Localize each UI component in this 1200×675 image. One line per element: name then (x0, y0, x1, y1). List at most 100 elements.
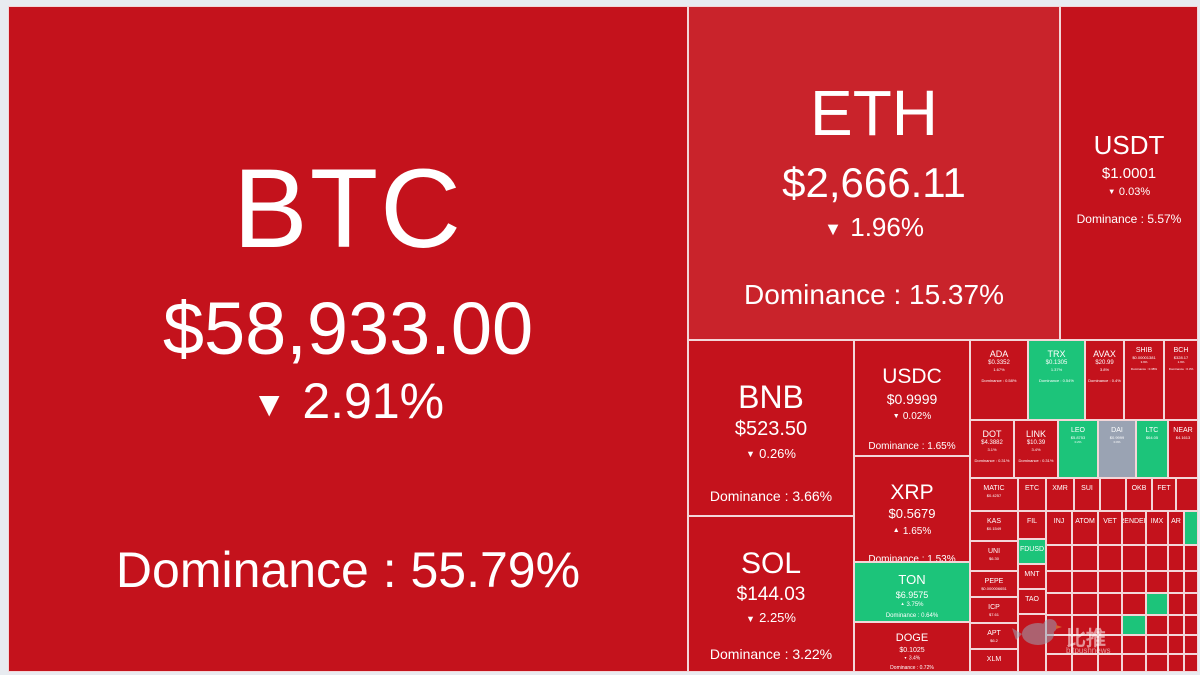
tile-micro[interactable] (1122, 635, 1146, 654)
coin-price: $0.4257 (986, 493, 1002, 499)
tile-small[interactable] (1176, 478, 1198, 511)
tile-micro[interactable] (1168, 571, 1184, 593)
tile-micro[interactable] (1122, 615, 1146, 635)
tile-doge[interactable]: DOGE $0.1025 ▼ 3.4% Dominance : 0.72% (854, 622, 970, 672)
tile-okb[interactable]: OKB (1126, 478, 1152, 511)
coin-symbol: DOGE (895, 632, 929, 644)
tile-micro[interactable] (1098, 615, 1122, 635)
tile-micro[interactable] (1146, 571, 1168, 593)
tile-icp[interactable]: ICP $7.61 (970, 597, 1018, 623)
tile-avax[interactable]: AVAX $20.99 3.8% Dominance : 0.4% (1085, 340, 1124, 420)
tile-vet[interactable]: VET (1098, 511, 1122, 545)
tile-green-small[interactable] (1184, 511, 1198, 545)
tile-fet[interactable]: FET (1152, 478, 1176, 511)
tile-micro[interactable] (1072, 654, 1098, 672)
tile-xrp[interactable]: XRP $0.5679 ▲ 1.65% Dominance : 1.53% (854, 456, 970, 562)
tile-micro[interactable] (1098, 571, 1122, 593)
tile-ton[interactable]: TON $6.9575 ▲ 3.75% Dominance : 0.64% (854, 562, 970, 622)
tile-imx[interactable]: IMX (1146, 511, 1168, 545)
tile-micro[interactable] (1098, 545, 1122, 571)
tile-micro[interactable] (1072, 635, 1098, 654)
tile-micro[interactable] (1122, 654, 1146, 672)
tile-near[interactable]: NEAR $4.1613 (1168, 420, 1198, 478)
tile-shib[interactable]: SHIB $0.00001381 3.9% Dominance : 0.38% (1124, 340, 1164, 420)
tile-mnt[interactable]: MNT (1018, 564, 1046, 589)
tile-micro[interactable] (1046, 635, 1072, 654)
tile-micro[interactable] (1046, 593, 1072, 615)
tile-micro[interactable] (1184, 545, 1198, 571)
tile-fil[interactable]: FIL (1018, 511, 1046, 539)
tile-micro[interactable] (1122, 593, 1146, 615)
tile-micro[interactable] (1184, 654, 1198, 672)
tile-micro[interactable] (1098, 654, 1122, 672)
tile-render[interactable]: RENDER (1122, 511, 1146, 545)
tile-xlm[interactable]: XLM (970, 649, 1018, 672)
tile-sui[interactable]: SUI (1074, 478, 1100, 511)
tile-fdusd[interactable]: FDUSD (1018, 539, 1046, 564)
tile-dot[interactable]: DOT $4.3882 3.1% Dominance : 0.31% (970, 420, 1014, 478)
coin-symbol: FET (1157, 485, 1171, 492)
tile-ltc[interactable]: LTC $64.05 (1136, 420, 1168, 478)
tile-tao[interactable]: TAO (1018, 589, 1046, 614)
tile-micro[interactable] (1168, 635, 1184, 654)
tile-kas[interactable]: KAS $0.1549 (970, 511, 1018, 541)
down-arrow-icon: ▼ (746, 449, 756, 460)
tile-micro[interactable] (1184, 615, 1198, 635)
tile-micro[interactable] (1184, 635, 1198, 654)
tile-micro[interactable] (1168, 654, 1184, 672)
tile-xmr[interactable]: XMR (1046, 478, 1074, 511)
tile-micro[interactable] (1122, 545, 1146, 571)
tile-leo[interactable]: LEO $5.8753 0.2% (1058, 420, 1098, 478)
tile-atom[interactable]: ATOM (1072, 511, 1098, 545)
tile-sol[interactable]: SOL $144.03 ▼ 2.25% Dominance : 3.22% (688, 516, 854, 672)
tile-micro[interactable] (1168, 545, 1184, 571)
down-arrow-icon: ▼ (1107, 186, 1116, 196)
coin-change: ▼ 0.26% (746, 445, 796, 461)
coin-price: $6.9575 (895, 589, 929, 600)
tile-micro[interactable] (1146, 545, 1168, 571)
tile-micro[interactable] (1122, 571, 1146, 593)
tile-micro[interactable] (1046, 545, 1072, 571)
tile-micro[interactable] (1146, 654, 1168, 672)
tile-micro[interactable] (1146, 615, 1168, 635)
tile-matic[interactable]: MATIC $0.4257 (970, 478, 1018, 511)
tile-micro[interactable] (1072, 545, 1098, 571)
tile-micro[interactable] (1184, 593, 1198, 615)
tile-micro[interactable] (1168, 615, 1184, 635)
tile-micro[interactable] (1046, 654, 1072, 672)
tile-micro[interactable] (1098, 635, 1122, 654)
coin-price: $0.1025 (899, 646, 925, 654)
coin-change: 1.9% (1177, 359, 1185, 364)
tile-micro[interactable] (1072, 593, 1098, 615)
tile-uni[interactable]: UNI $6.30 (970, 541, 1018, 571)
coin-price: $1.0001 (1101, 164, 1157, 182)
tile-micro[interactable] (1046, 571, 1072, 593)
up-arrow-icon: ▲ (900, 601, 905, 607)
coin-price: $0.9999 (1109, 435, 1125, 441)
tile-etc[interactable]: ETC (1018, 478, 1046, 511)
tile-dai[interactable]: DAI $0.9999 0.0% (1098, 420, 1136, 478)
tile-btc[interactable]: BTC $58,933.00 ▼ 2.91% Dominance : 55.79% (8, 6, 688, 672)
tile-usdt[interactable]: USDT $1.0001 ▼ 0.03% Dominance : 5.57% (1060, 6, 1198, 340)
tile-pepe[interactable]: PEPE $0.000006651 (970, 571, 1018, 597)
tile-micro[interactable] (1146, 593, 1168, 615)
tile-bch[interactable]: BCH $328.17 1.9% Dominance : 0.3% (1164, 340, 1198, 420)
tile-micro[interactable] (1146, 635, 1168, 654)
tile-trx[interactable]: TRX $0.1305 1.37% Dominance : 0.54% (1028, 340, 1085, 420)
tile-micro[interactable] (1072, 615, 1098, 635)
tile-usdc[interactable]: USDC $0.9999 ▼ 0.02% Dominance : 1.65% (854, 340, 970, 456)
tile-micro[interactable] (1072, 571, 1098, 593)
tile-inj[interactable]: INJ (1046, 511, 1072, 545)
tile-cro[interactable] (1100, 478, 1126, 511)
tile-micro[interactable] (1168, 593, 1184, 615)
tile-ada[interactable]: ADA $0.3352 1.67% Dominance : 0.58% (970, 340, 1028, 420)
tile-ar[interactable]: AR (1168, 511, 1184, 545)
tile-link[interactable]: LINK $10.39 3.4% Dominance : 0.31% (1014, 420, 1058, 478)
down-arrow-icon: ▼ (251, 384, 287, 424)
coin-change: 0.2% (1074, 439, 1082, 444)
tile-micro[interactable] (1184, 571, 1198, 593)
tile-micro[interactable] (1098, 593, 1122, 615)
tile-bnb[interactable]: BNB $523.50 ▼ 0.26% Dominance : 3.66% (688, 340, 854, 516)
tile-eth[interactable]: ETH $2,666.11 ▼ 1.96% Dominance : 15.37% (688, 6, 1060, 340)
tile-apt[interactable]: APT $6.2 (970, 623, 1018, 649)
